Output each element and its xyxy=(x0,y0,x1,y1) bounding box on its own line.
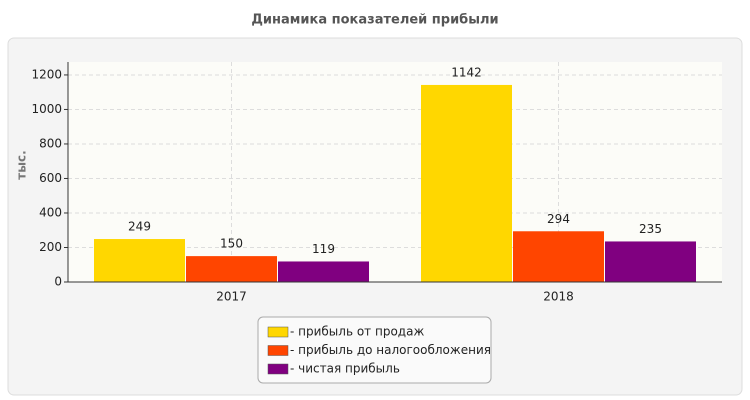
legend-label: - прибыль от продаж xyxy=(290,325,424,339)
y-tick-label: 1200 xyxy=(31,67,62,81)
bar xyxy=(605,241,696,282)
bar xyxy=(513,231,604,282)
data-label: 235 xyxy=(639,222,662,236)
data-label: 294 xyxy=(547,212,570,226)
x-tick-label: 2018 xyxy=(543,290,574,304)
legend-label: - прибыль до налогообложения xyxy=(290,343,491,357)
data-label: 1142 xyxy=(451,65,482,79)
y-tick-label: 0 xyxy=(54,275,62,289)
legend-label: - чистая прибыль xyxy=(290,362,400,376)
data-label: 119 xyxy=(312,242,335,256)
y-tick-label: 200 xyxy=(39,240,62,254)
y-tick-label: 1000 xyxy=(31,102,62,116)
legend-swatch xyxy=(267,345,289,356)
x-tick-label: 2017 xyxy=(216,290,247,304)
y-tick-label: 800 xyxy=(39,136,62,150)
y-tick-label: 600 xyxy=(39,171,62,185)
bar xyxy=(94,239,185,282)
legend-swatch xyxy=(267,326,289,338)
y-tick-label: 400 xyxy=(39,205,62,219)
data-label: 249 xyxy=(128,220,151,234)
bar xyxy=(421,84,512,282)
legend xyxy=(257,316,492,384)
data-label: 150 xyxy=(220,237,243,251)
bar xyxy=(186,256,277,282)
y-axis-label: тыс. xyxy=(15,150,29,179)
chart-title: Динамика показателей прибыли xyxy=(251,13,498,28)
bar xyxy=(278,261,369,282)
legend-swatch xyxy=(267,363,289,375)
